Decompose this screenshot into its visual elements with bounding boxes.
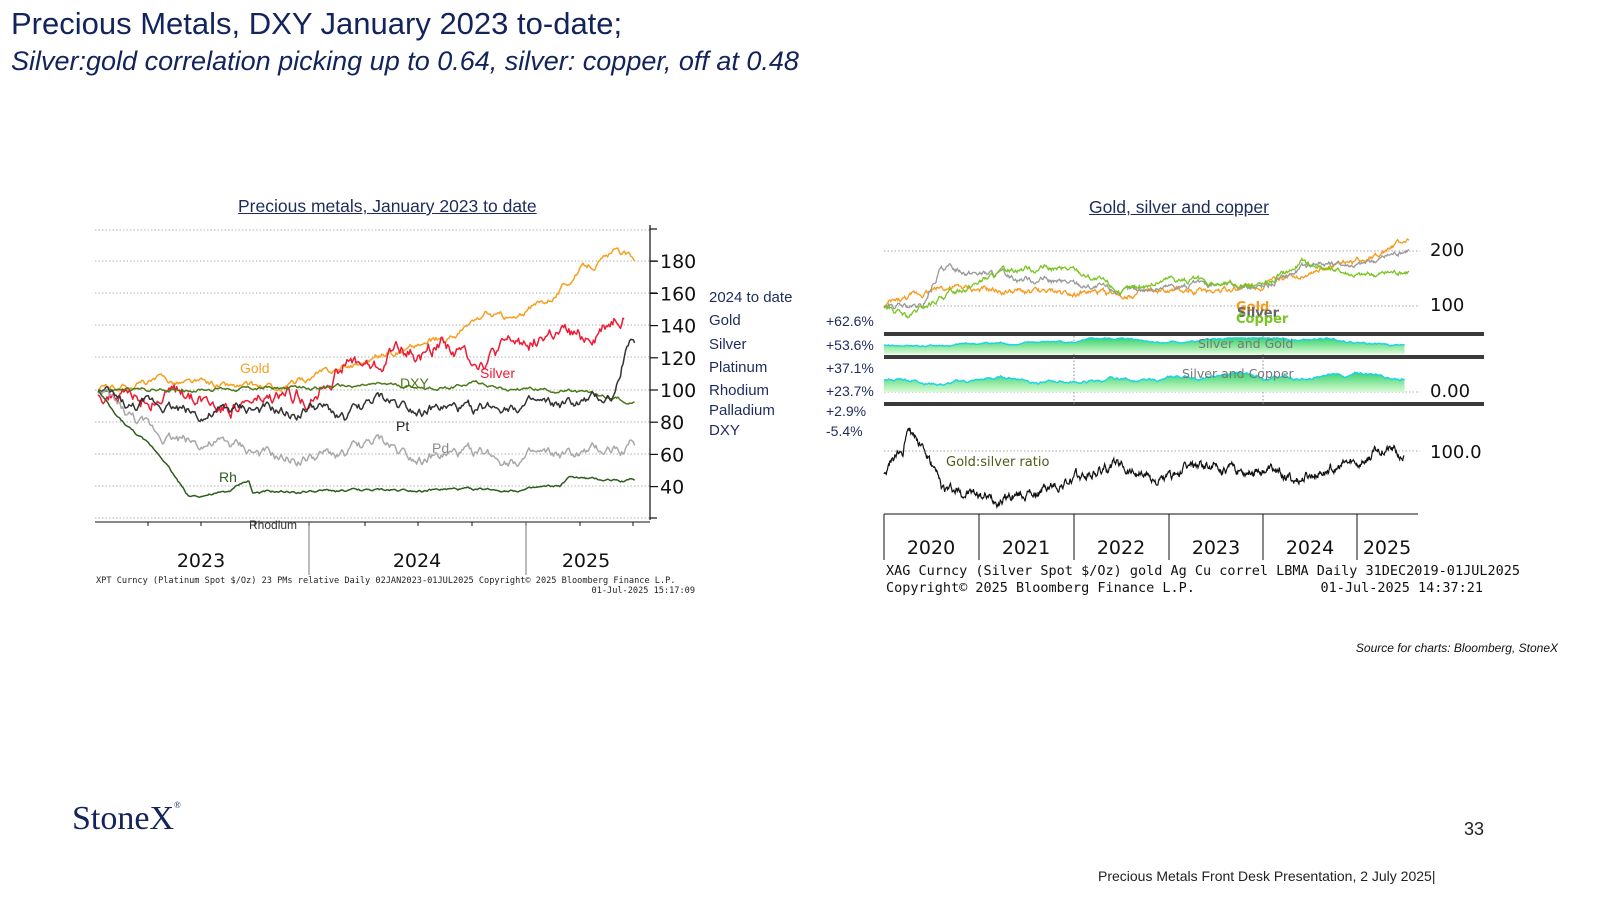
corr-line-sg bbox=[883, 337, 1405, 348]
legend-header: 2024 to date bbox=[709, 289, 793, 306]
legend-name-silver: Silver bbox=[709, 336, 747, 353]
corr-line-sc bbox=[883, 371, 1405, 386]
legend-value-palladium: +2.9% bbox=[826, 403, 867, 419]
y-tick-label: 180 bbox=[660, 251, 696, 273]
legend-value-silver: +53.6% bbox=[826, 337, 874, 353]
y-tick-label: 80 bbox=[660, 412, 684, 434]
label-rh: Rh bbox=[219, 469, 237, 485]
axis-corr-0: 0.00 bbox=[1430, 381, 1470, 402]
panel-separator bbox=[884, 355, 1484, 359]
y-tick-label: 60 bbox=[660, 444, 684, 466]
label-silver-gold: Silver and Gold bbox=[1198, 336, 1293, 351]
y-tick-label: 160 bbox=[660, 283, 696, 305]
legend-name-palladium: Palladium bbox=[709, 402, 775, 419]
panel-separator bbox=[884, 332, 1484, 336]
x-tick-label: 2025 bbox=[562, 550, 610, 572]
series-line-dxy bbox=[97, 379, 635, 405]
left-footer-line2: 01-Jul-2025 15:17:09 bbox=[592, 586, 695, 596]
legend-name-platinum: Platinum bbox=[709, 359, 768, 376]
series-line-copper bbox=[883, 257, 1410, 319]
legend-value-gold: +62.6% bbox=[826, 313, 874, 329]
axis-200: 200 bbox=[1430, 240, 1464, 261]
right-footer-line3: 01-Jul-2025 14:37:21 bbox=[1320, 580, 1483, 596]
series-line-silver bbox=[97, 317, 625, 419]
series-line-rh bbox=[97, 390, 636, 498]
series-line-gold bbox=[97, 247, 636, 392]
x-tick-label: 2023 bbox=[177, 550, 225, 572]
legend-name-dxy: DXY bbox=[709, 422, 740, 439]
x-tick-label: 2021 bbox=[1002, 537, 1050, 559]
label-rhodium-partial: Rhodium bbox=[249, 518, 297, 532]
y-tick-label: 120 bbox=[660, 348, 696, 370]
left-footer-line1: XPT Curncy (Platinum Spot $/Oz) 23 PMs r… bbox=[96, 576, 675, 586]
label-pd: Pd bbox=[432, 440, 449, 456]
label-silver-copper: Silver and Copper bbox=[1182, 366, 1295, 381]
x-tick-label: 2024 bbox=[1286, 537, 1334, 559]
legend-value-platinum: +37.1% bbox=[826, 360, 874, 376]
x-tick-label: 2023 bbox=[1192, 537, 1240, 559]
axis-ratio-100: 100.0 bbox=[1430, 442, 1482, 463]
label-silver: Silver bbox=[480, 365, 515, 381]
left-chart-title: Precious metals, January 2023 to date bbox=[238, 196, 537, 216]
right-chart-title: Gold, silver and copper bbox=[1089, 197, 1269, 217]
stonex-logo: StoneX® bbox=[72, 800, 181, 837]
corr-area-sg bbox=[884, 338, 1405, 354]
legend-name-gold: Gold bbox=[709, 312, 741, 329]
right-chart: 2020 2021 2022 2023 2024 2025 Gold Silver Cop… bbox=[883, 238, 1520, 596]
page-number: 33 bbox=[1464, 819, 1485, 839]
y-tick-label: 140 bbox=[660, 316, 696, 338]
right-footer-line1: XAG Curncy (Silver Spot $/Oz) gold Ag Cu… bbox=[886, 563, 1520, 579]
label-copper-right: Copper bbox=[1236, 312, 1289, 327]
series-line-pd bbox=[97, 388, 636, 467]
label-gold: Gold bbox=[240, 360, 270, 376]
x-tick-label: 2025 bbox=[1363, 537, 1411, 559]
label-silver-right: Silver bbox=[1237, 306, 1280, 321]
x-tick-label: 2022 bbox=[1097, 537, 1145, 559]
right-footer-line2: Copyright© 2025 Bloomberg Finance L.P. bbox=[886, 580, 1195, 596]
x-tick-label: 2020 bbox=[907, 537, 955, 559]
legend-value-rhodium: +23.7% bbox=[826, 383, 874, 399]
axis-100: 100 bbox=[1430, 295, 1464, 316]
series-line-ratio bbox=[883, 427, 1405, 510]
legend-value-dxy: -5.4% bbox=[826, 423, 863, 439]
legend-name-rhodium: Rhodium bbox=[709, 382, 770, 399]
label-pt: Pt bbox=[396, 418, 409, 434]
y-tick-label: 100 bbox=[660, 380, 696, 402]
source-note: Source for charts: Bloomberg, StoneX bbox=[1355, 641, 1558, 655]
y-tick-label: 40 bbox=[660, 477, 684, 499]
series-line-pt bbox=[97, 338, 636, 423]
left-chart: 40 60 80 100 120 140 160 180 2023 2024 2025 Gold S… bbox=[95, 225, 696, 596]
series-line-silver bbox=[883, 248, 1410, 310]
page-subtitle: Silver:gold correlation picking up to 0.… bbox=[11, 46, 799, 76]
panel-separator bbox=[884, 402, 1484, 406]
page-title: Precious Metals, DXY January 2023 to-dat… bbox=[11, 6, 623, 41]
x-tick-label: 2024 bbox=[393, 550, 441, 572]
label-gold-right: Gold bbox=[1236, 300, 1269, 315]
label-ratio: Gold:silver ratio bbox=[946, 455, 1049, 470]
footer-text: Precious Metals Front Desk Presentation,… bbox=[1098, 868, 1436, 884]
label-dxy: DXY bbox=[400, 375, 429, 391]
